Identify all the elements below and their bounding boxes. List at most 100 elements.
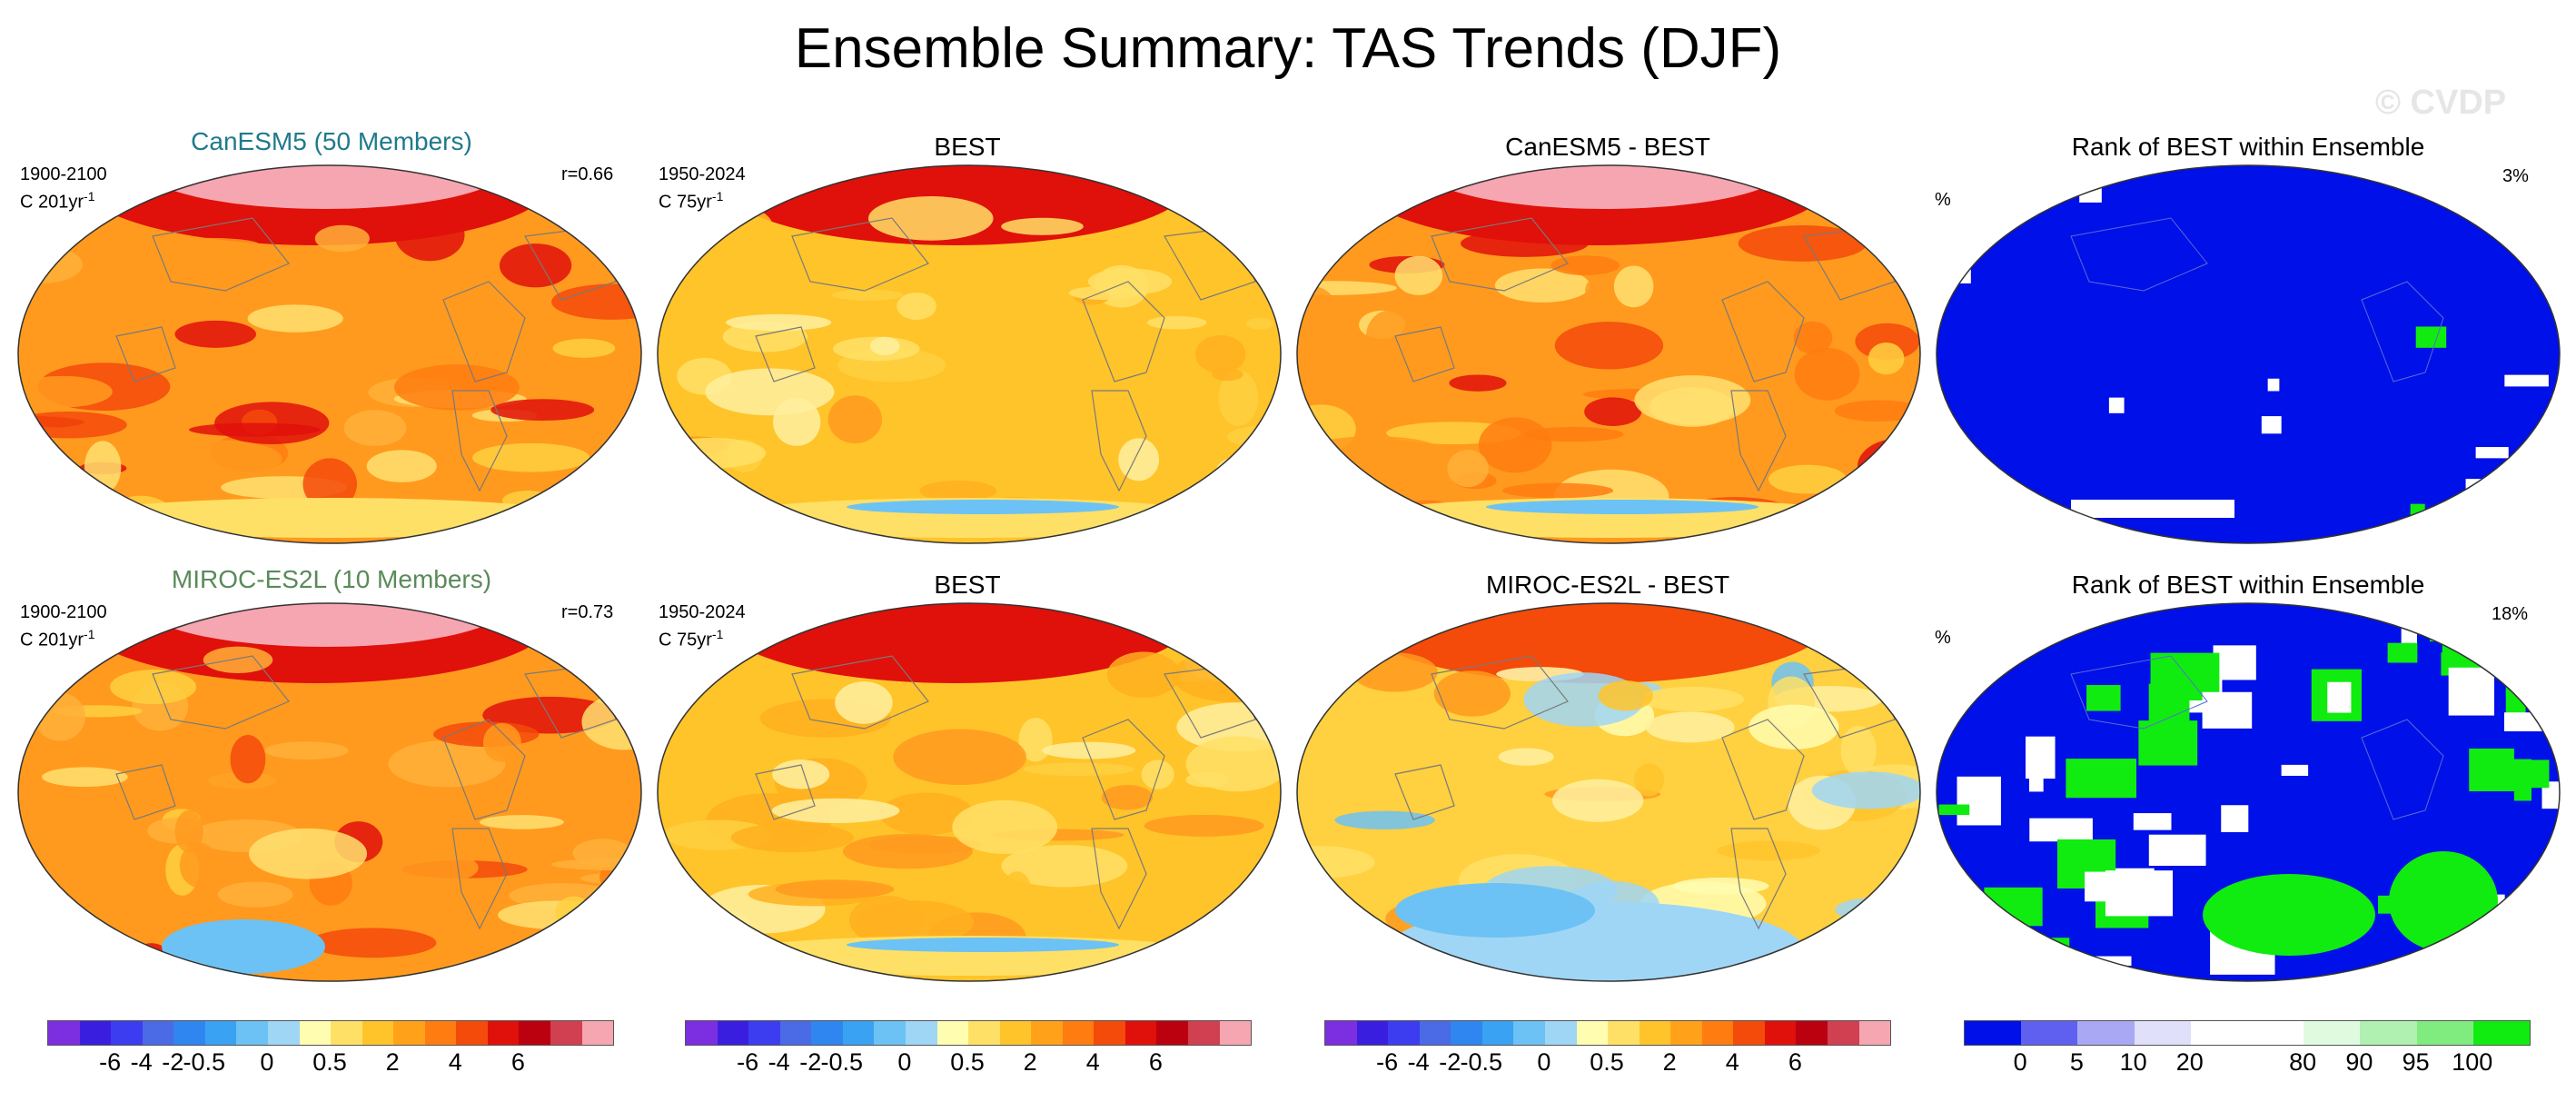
colorbar-swatch [1388,1021,1420,1045]
colorbar-tick-label: -0.5 [183,1048,226,1076]
colorbar-swatch [2021,1021,2078,1045]
obs-trend-map-row1 [656,164,1283,545]
obs-units-sup: -1 [711,627,724,641]
colorbar-swatch [1764,1021,1797,1045]
colorbar-swatch [936,1021,969,1045]
colorbar-tick-label: 4 [1725,1048,1739,1076]
map-svg [17,602,642,982]
map-svg [1296,164,1921,544]
colorbar-swatch [874,1021,906,1045]
colorbar-tick-label: 5 [2069,1048,2084,1076]
colorbar-swatch [1733,1021,1765,1045]
model-units: C 201yr-1 [20,623,107,651]
trend-colorbar-1 [47,1020,614,1046]
model-units: C 201yr-1 [20,185,107,213]
map-svg [657,602,1282,982]
colorbar-swatch [173,1021,205,1045]
map-svg [17,164,642,544]
colorbar-swatch [2304,1021,2361,1045]
colorbar-tick-label: 2 [1023,1048,1037,1076]
colorbar-swatch [905,1021,937,1045]
map-svg [1936,164,2561,544]
colorbar-tick-label: -6 [1376,1048,1399,1076]
model-title-row2: MIROC-ES2L (10 Members) [171,565,492,593]
colorbar-swatch [779,1021,812,1045]
colorbar-swatch [1125,1021,1157,1045]
colorbar-swatch [48,1021,80,1045]
colorbar-swatch [299,1021,332,1045]
obs-units-text: C 75yr [659,630,712,650]
colorbar-tick-label: -2 [1439,1048,1461,1076]
model-units-text: C 201yr [20,192,84,213]
colorbar-swatch [2190,1021,2248,1045]
rank-map-row2 [1935,601,2561,983]
colorbar-swatch [581,1021,614,1045]
colorbar-tick-label: -4 [130,1048,153,1076]
colorbar-tick-label: 4 [448,1048,462,1076]
colorbar-swatch [2416,1021,2473,1045]
model-period-text: 1900-2100 [20,602,107,622]
colorbar-tick-label: -0.5 [820,1048,864,1076]
colorbar-swatch [1325,1021,1357,1045]
trend-colorbar-3 [1324,1020,1891,1046]
trend-colorbar-3-labels: -6 -4 -2 -0.5 0 0.5 2 4 6 [1324,1045,1889,1081]
trend-colorbar-1-labels: -6 -4 -2 -0.5 0 0.5 2 4 6 [47,1045,612,1081]
colorbar-swatch [456,1021,488,1045]
model-trend-map-row1 [16,164,643,545]
colorbar-swatch [1031,1021,1063,1045]
model-units-sup: -1 [84,627,95,641]
colorbar-swatch [1481,1021,1514,1045]
rank-pct-row2: 18% [2492,604,2529,624]
colorbar-tick-label: -2 [162,1048,184,1076]
colorbar-swatch [2247,1021,2304,1045]
diff-map-row1 [1295,164,1922,545]
colorbar-swatch [111,1021,143,1045]
colorbar-swatch [1701,1021,1734,1045]
colorbar-swatch [142,1021,174,1045]
colorbar-swatch [811,1021,843,1045]
colorbar-tick-label: 2 [1662,1048,1677,1076]
obs-period-text: 1950-2024 [659,164,746,184]
colorbar-swatch [2134,1021,2191,1045]
colorbar-swatch [487,1021,520,1045]
colorbar-tick-label: 10 [2119,1048,2147,1076]
rank-title-row2: Rank of BEST within Ensemble [2071,571,2425,599]
model-units-text: C 201yr [20,630,84,650]
rank-pct-row1: 3% [2502,166,2529,186]
colorbar-tick-label: 100 [2452,1048,2493,1076]
colorbar-swatch [550,1021,582,1045]
colorbar-swatch [1639,1021,1671,1045]
obs-period-text: 1950-2024 [659,602,746,622]
colorbar-tick-label: 6 [510,1048,525,1076]
colorbar-tick-label: -6 [737,1048,759,1076]
rank-colorbar-labels: 0 5 10 20 80 90 95 100 [1964,1045,2529,1081]
colorbar-swatch [1451,1021,1482,1045]
colorbar-swatch [1670,1021,1702,1045]
model-period-row2: 1900-2100 C 201yr-1 [20,601,107,651]
diff-title-row2: MIROC-ES2L - BEST [1485,571,1730,599]
colorbar-swatch [2077,1021,2135,1045]
obs-units-sup: -1 [711,189,724,204]
colorbar-swatch [1965,1021,2022,1045]
colorbar-tick-label: 95 [2402,1048,2430,1076]
colorbar-swatch [1828,1021,1859,1045]
colorbar-swatch [79,1021,112,1045]
colorbar-swatch [1156,1021,1188,1045]
obs-title-row1: BEST [934,133,1001,161]
colorbar-swatch [362,1021,394,1045]
colorbar-swatch [1219,1021,1252,1045]
colorbar-swatch [1858,1021,1891,1045]
colorbar-swatch [204,1021,237,1045]
model-units-sup: -1 [84,189,95,204]
correlation-row1: r=0.66 [561,164,614,184]
rank-unit-row2: % [1935,628,1951,648]
obs-trend-map-row2 [656,601,1283,983]
colorbar-tick-label: -6 [99,1048,122,1076]
colorbar-tick-label: -2 [799,1048,822,1076]
obs-period-row1: 1950-2024 C 75yr-1 [659,164,746,213]
obs-period-row2: 1950-2024 C 75yr-1 [659,601,746,651]
colorbar-swatch [1419,1021,1451,1045]
colorbar-swatch [2472,1021,2531,1045]
colorbar-swatch [968,1021,1000,1045]
colorbar-tick-label: -4 [768,1048,790,1076]
